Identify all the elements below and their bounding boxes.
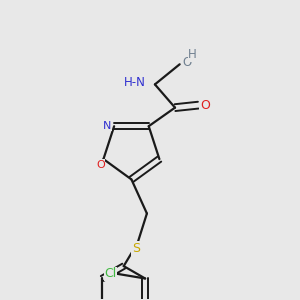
Text: O: O bbox=[200, 99, 210, 112]
Text: H: H bbox=[188, 49, 197, 62]
Text: O: O bbox=[96, 160, 105, 170]
Text: O: O bbox=[183, 56, 192, 69]
Text: S: S bbox=[132, 242, 140, 255]
Text: N: N bbox=[103, 121, 112, 130]
Text: H-N: H-N bbox=[124, 76, 146, 89]
Text: Cl: Cl bbox=[104, 267, 117, 280]
